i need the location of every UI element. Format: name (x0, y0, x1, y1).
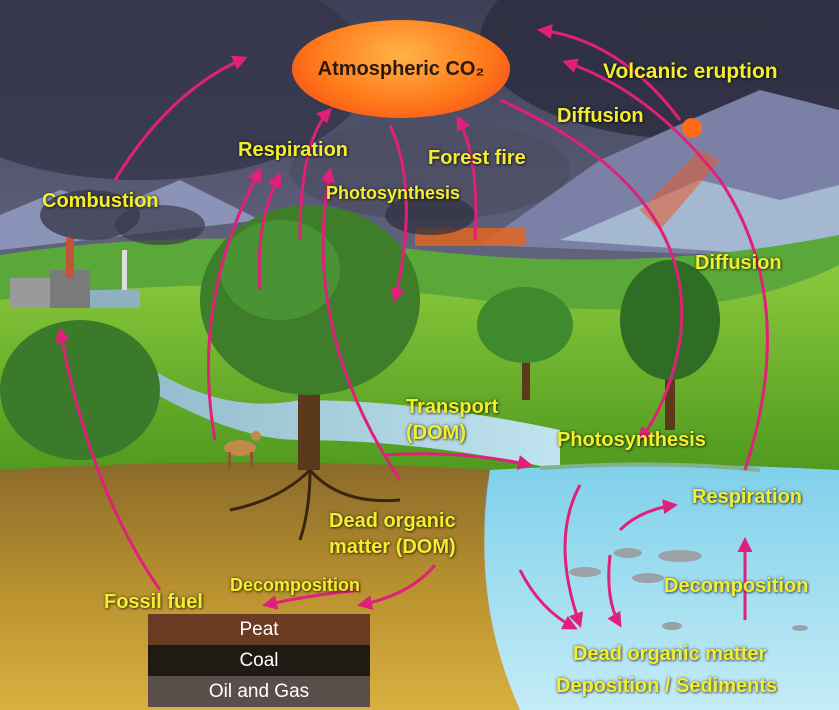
label-dead-organic: Dead organic (329, 510, 456, 532)
fish-icon (569, 548, 808, 631)
tree-icon (477, 287, 573, 400)
label-photosynthesis-water: Photosynthesis (557, 429, 706, 451)
layer-coal: Coal (148, 645, 370, 676)
label-combustion: Combustion (42, 190, 159, 212)
atmospheric-co2-title: Atmospheric CO₂ (317, 57, 485, 80)
label-dead-organic-matter-water: Dead organic matter (573, 643, 767, 665)
layer-oil-and-gas: Oil and Gas (148, 676, 370, 707)
label-decomposition-land: Decomposition (230, 575, 361, 595)
atmospheric-co2-node: Atmospheric CO₂ (292, 20, 510, 118)
label-transport: Transport (406, 396, 499, 418)
label-transport-dom: (DOM) (406, 422, 466, 444)
tree-icon (620, 260, 720, 430)
label-photosynthesis-land: Photosynthesis (326, 183, 461, 203)
factory-icon (10, 238, 140, 308)
label-respiration-water: Respiration (692, 486, 803, 508)
label-decomposition-water: Decomposition (664, 575, 809, 597)
label-volcanic-eruption: Volcanic eruption (603, 60, 778, 83)
deer-icon (224, 431, 261, 468)
label-deposition-sediments: Deposition / Sediments (556, 675, 778, 697)
label-diffusion-right: Diffusion (695, 252, 782, 274)
label-fossil-fuel: Fossil fuel (104, 591, 203, 613)
label-dead-organic-dom: matter (DOM) (329, 536, 456, 558)
label-diffusion-top: Diffusion (557, 105, 644, 127)
carbon-flow-arrows (54, 24, 769, 630)
label-respiration-land: Respiration (238, 139, 349, 161)
layer-peat: Peat (148, 614, 370, 645)
label-forest-fire: Forest fire (428, 147, 526, 169)
tree-icon (200, 205, 420, 470)
